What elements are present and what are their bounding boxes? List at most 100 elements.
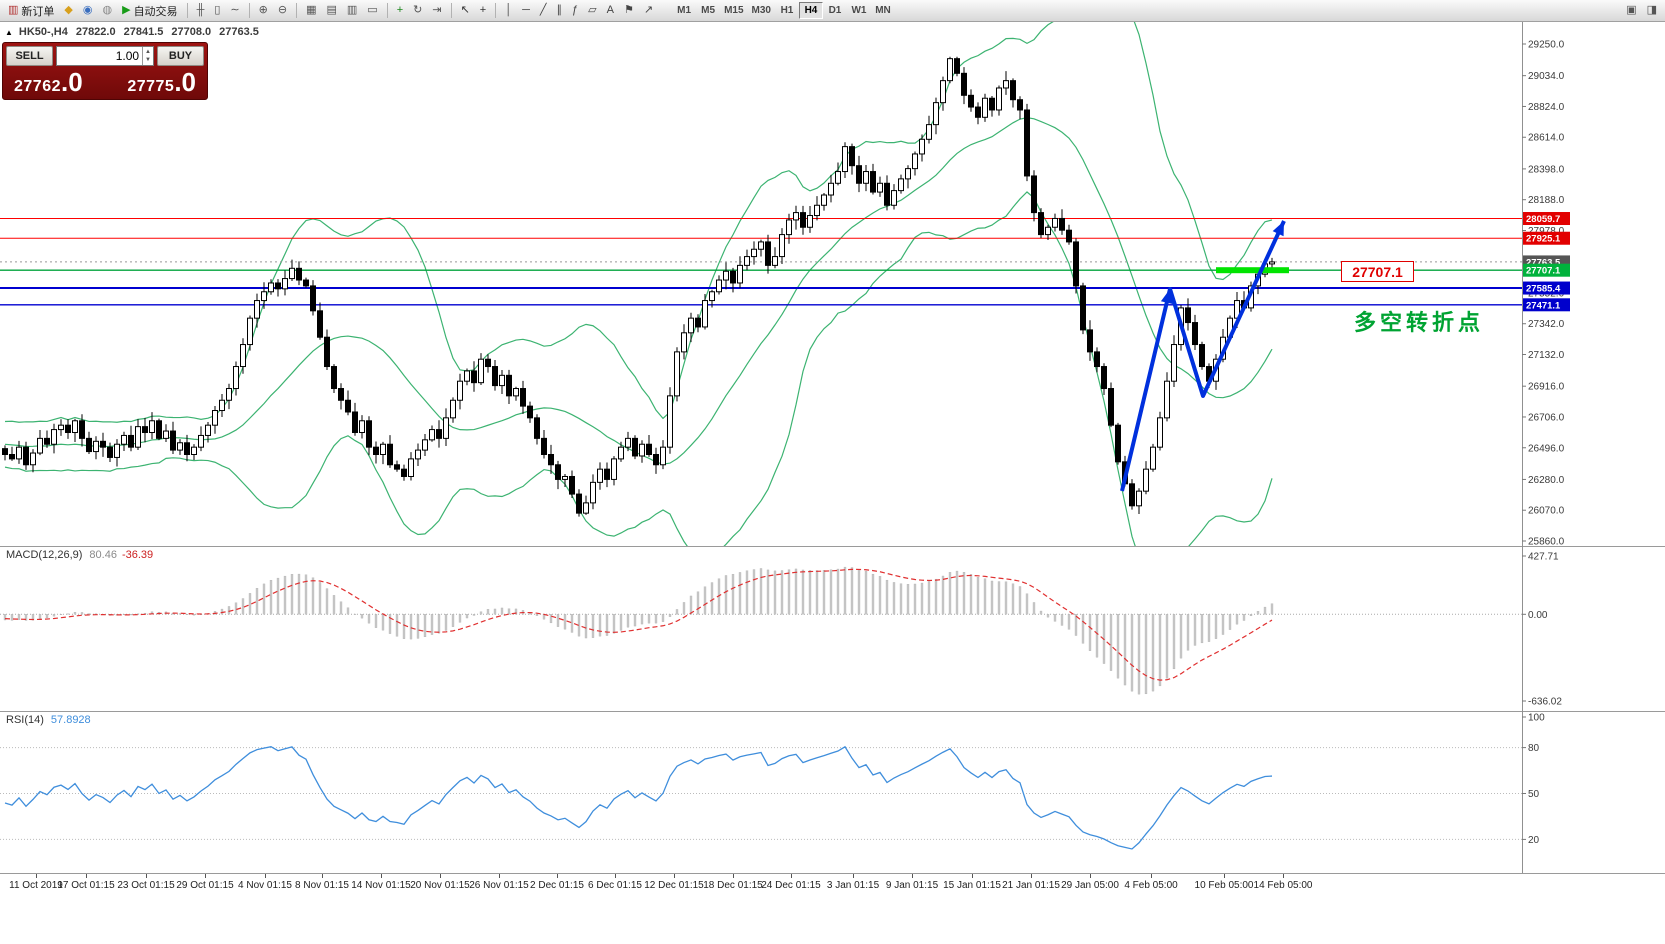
web-icon[interactable]: ◍ — [97, 1, 117, 20]
cursor-icon[interactable]: ↖ — [456, 1, 475, 20]
candle-body — [1094, 351, 1100, 368]
candle-body — [422, 439, 428, 451]
candle-body — [681, 332, 687, 353]
new-order-button[interactable]: ▥ 新订单 — [3, 1, 59, 20]
macd-bar — [1270, 603, 1274, 615]
zoom-out-icon[interactable]: ⊖ — [273, 1, 292, 20]
crosshair-icon[interactable]: + — [475, 1, 491, 20]
price-tick-label: 26916.0 — [1528, 382, 1565, 393]
price-tick-label: 29250.0 — [1528, 40, 1565, 51]
macd-bar — [871, 573, 875, 615]
timeframe-w1[interactable]: W1 — [847, 2, 871, 19]
spin-up-icon[interactable]: ▲ — [145, 49, 151, 55]
rsi-panel[interactable]: 100 80 50 20 — [0, 711, 1665, 873]
chart-shift-icon[interactable]: ⇥ — [427, 1, 446, 20]
timeframe-m15[interactable]: M15 — [720, 2, 747, 19]
price-level-flag[interactable]: 27707.1 — [1341, 261, 1414, 282]
timeframe-m30[interactable]: M30 — [748, 2, 775, 19]
price-chart[interactable]: 29250.0 29034.0 28824.0 28614.0 28398.0 28188… — [0, 22, 1665, 546]
chart-window[interactable]: 29250.0 29034.0 28824.0 28614.0 28398.0 28188… — [0, 22, 1665, 944]
macd-bar — [486, 609, 490, 615]
macd-bar — [885, 579, 889, 615]
time-axis[interactable]: 11 Oct 2019 17 Oct 01:15 23 Oct 01:15 29 Oc… — [0, 873, 1665, 898]
macd-bar — [752, 569, 756, 615]
autoscroll-icon[interactable]: ↻ — [408, 1, 427, 20]
candle-body — [233, 366, 239, 390]
cascade-windows-icon[interactable]: ▤ — [321, 1, 341, 20]
macd-bar — [87, 613, 91, 615]
macd-bar — [535, 614, 539, 616]
fibonacci-icon[interactable]: ƒ — [567, 1, 583, 20]
volume-stepper[interactable]: 1.00 ▲ ▼ — [56, 46, 154, 66]
bar-chart-mode-icon[interactable]: ╫ — [192, 1, 210, 20]
macd-bar — [388, 614, 392, 634]
horizontal-line-icon[interactable]: ─ — [517, 1, 535, 20]
candle-body — [1017, 99, 1023, 111]
sell-button[interactable]: SELL — [6, 46, 53, 66]
buy-button[interactable]: BUY — [157, 46, 204, 66]
candle-body — [9, 454, 15, 460]
new-chart-icon[interactable]: + — [392, 1, 408, 20]
macd-panel[interactable]: 427.71 0.00 -636.02 — [0, 546, 1665, 711]
timeframe-h4[interactable]: H4 — [798, 2, 823, 19]
candle-body — [401, 468, 407, 477]
macd-bar — [437, 614, 441, 634]
time-tick — [912, 874, 913, 878]
rsi-line — [4, 745, 1273, 850]
timeframe-d1[interactable]: D1 — [823, 2, 847, 19]
candle-body — [72, 420, 78, 434]
auto-trading-button[interactable]: ▶ 自动交易 — [117, 1, 182, 20]
sell-price[interactable]: 27762 .0 — [14, 69, 83, 96]
community-icon[interactable]: ◉ — [78, 1, 98, 20]
timeframe-h1[interactable]: H1 — [775, 2, 799, 19]
auto-trading-icon: ▶ — [122, 4, 131, 16]
vertical-line-icon[interactable]: │ — [500, 1, 517, 20]
price-tag — [1523, 263, 1570, 277]
chart-shift-icon: ⇥ — [432, 4, 442, 16]
text-icon[interactable]: A — [602, 1, 619, 20]
line-chart-mode-icon[interactable]: ∼ — [225, 1, 244, 20]
shapes-icon[interactable]: ▱ — [583, 1, 601, 20]
buy-price[interactable]: 27775 .0 — [127, 69, 196, 96]
charts-list-icon[interactable]: ▣ — [1621, 1, 1641, 20]
highlight-segment[interactable] — [1216, 267, 1289, 274]
maximize-window-icon[interactable]: ▭ — [362, 1, 382, 20]
candle-body — [576, 493, 582, 514]
macd-bar — [514, 608, 518, 615]
macd-bar — [241, 598, 245, 615]
ohlc-open: 27822.0 — [75, 26, 116, 38]
expand-arrow-icon[interactable]: ▲ — [5, 27, 13, 37]
candle-body — [86, 437, 92, 453]
wallet-icon[interactable]: ◆ — [59, 1, 77, 20]
candle-body — [492, 366, 498, 387]
arrow-tool-icon[interactable]: ↗ — [639, 1, 658, 20]
timeframe-m1[interactable]: M1 — [672, 2, 696, 19]
macd-bar — [1165, 614, 1169, 679]
zoom-in-icon[interactable]: ⊕ — [254, 1, 273, 20]
spin-down-icon[interactable]: ▼ — [145, 57, 151, 63]
bollinger-bands — [4, 22, 1273, 546]
label-icon[interactable]: ⚑ — [619, 1, 639, 20]
maximize-window-icon: ▭ — [367, 4, 378, 16]
toolbar-separator — [386, 3, 388, 18]
dock-panel-icon[interactable]: ◨ — [1642, 1, 1662, 20]
candle-body — [541, 437, 547, 456]
volume-spin-buttons[interactable]: ▲ ▼ — [142, 47, 153, 65]
trend-arrow-line[interactable] — [1120, 220, 1286, 492]
candle-body — [975, 106, 981, 118]
turning-point-note: 多空转折点 — [1354, 310, 1485, 335]
macd-bar — [766, 569, 770, 615]
rsi-axis-label: 100 — [1528, 713, 1545, 724]
candle-body — [947, 58, 953, 82]
rsi-indicator-label: RSI(14) 57.8928 — [6, 714, 91, 726]
tile-vertical-icon[interactable]: ▥ — [342, 1, 362, 20]
candlestick-mode-icon[interactable]: ▯ — [209, 1, 225, 20]
timeframe-m5[interactable]: M5 — [696, 2, 720, 19]
candle-body — [37, 437, 43, 454]
macd-bar — [934, 578, 938, 615]
trendline-icon: ╱ — [539, 4, 547, 16]
tile-windows-icon[interactable]: ▦ — [301, 1, 321, 20]
trendline-icon[interactable]: ╱ — [535, 1, 552, 20]
timeframe-mn[interactable]: MN — [871, 2, 895, 19]
channel-icon[interactable]: ∥ — [552, 1, 568, 20]
